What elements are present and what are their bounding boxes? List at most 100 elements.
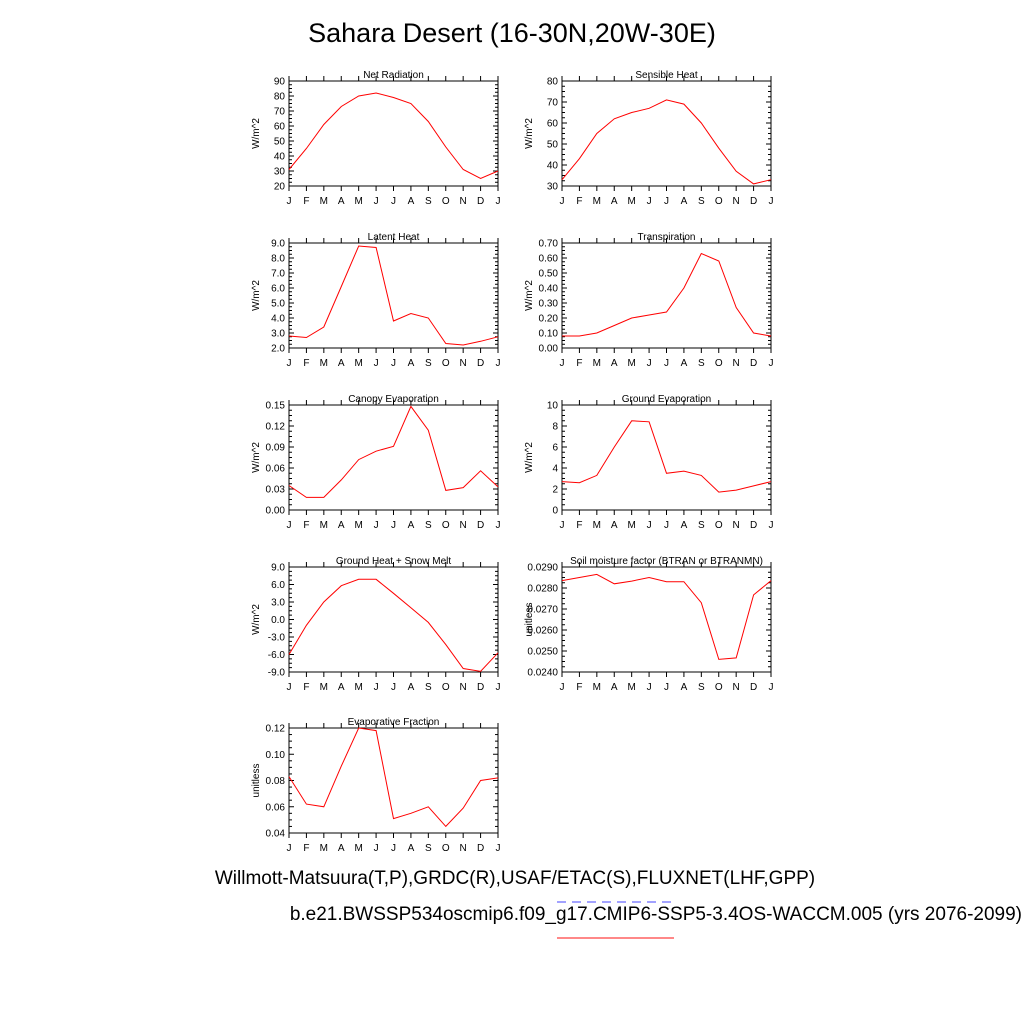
x-tick-label: J	[560, 196, 565, 207]
y-tick-label: 0.06	[266, 802, 286, 813]
x-tick-label: J	[664, 682, 669, 693]
series-line	[561, 99, 772, 185]
y-tick-label: -9.0	[268, 668, 286, 679]
x-tick-label: A	[338, 520, 345, 531]
x-tick-label: J	[496, 843, 501, 854]
panel-title: Soil moisture factor (BTRAN or BTRANMN)	[570, 556, 763, 567]
x-tick-label: M	[593, 358, 601, 369]
y-tick-label: 0.10	[266, 750, 286, 761]
y-axis-label: unitless	[251, 764, 262, 798]
y-axis-label: W/m^2	[251, 604, 262, 635]
x-tick-label: J	[374, 843, 379, 854]
y-tick-label: 8	[552, 422, 558, 433]
x-tick-label: O	[715, 358, 723, 369]
x-tick-label: J	[496, 196, 501, 207]
x-tick-label: D	[750, 682, 757, 693]
x-tick-label: F	[303, 358, 309, 369]
x-tick-label: O	[442, 358, 450, 369]
x-tick-label: M	[627, 520, 635, 531]
x-tick-label: A	[408, 520, 415, 531]
x-tick-label: J	[647, 520, 652, 531]
panel-frame	[288, 404, 499, 511]
panel-evaporative-fraction: Evaporative Fraction unitless 0.04 0.06 0.08…	[251, 717, 501, 854]
y-axis-label: W/m^2	[524, 442, 535, 473]
y-tick-label: 4	[552, 464, 558, 475]
y-tick-label: 0.30	[539, 299, 559, 310]
x-tick-label: M	[354, 358, 362, 369]
series-line	[561, 573, 772, 660]
x-tick-label: S	[425, 358, 432, 369]
x-tick-label: M	[627, 196, 635, 207]
x-tick-label: M	[320, 520, 328, 531]
x-tick-label: A	[338, 682, 345, 693]
x-tick-label: O	[442, 196, 450, 207]
y-tick-label: 0.40	[539, 284, 559, 295]
y-tick-label: 0.20	[539, 314, 559, 325]
y-tick-label: 7.0	[271, 269, 285, 280]
x-tick-label: J	[664, 196, 669, 207]
y-tick-label: 0.10	[539, 329, 559, 340]
panel-transpiration: Transpiration W/m^2 0.00 0.10 0.20 0.30 0.40 0.…	[524, 232, 774, 369]
y-tick-label: 0.09	[266, 443, 286, 454]
y-tick-label: 40	[274, 152, 286, 163]
y-tick-label: 0.0250	[527, 647, 558, 658]
x-tick-label: S	[425, 196, 432, 207]
y-tick-label: 6.0	[271, 580, 285, 591]
y-tick-label: 0	[552, 506, 558, 517]
panel-ground-heat-snow-melt: Ground Heat + Snow Melt W/m^2 -9.0 -6.0 -3.0…	[251, 556, 501, 693]
y-tick-label: 90	[274, 77, 286, 88]
x-tick-label: D	[477, 196, 484, 207]
footer-observations-line: Willmott-Matsuura(T,P),GRDC(R),USAF/ETAC…	[214, 868, 816, 889]
y-axis-label: W/m^2	[251, 280, 262, 311]
x-tick-label: A	[408, 682, 415, 693]
x-tick-label: J	[496, 358, 501, 369]
x-tick-label: M	[593, 196, 601, 207]
y-tick-label: 0.50	[539, 269, 559, 280]
panel-frame	[288, 80, 499, 187]
y-tick-label: 0.0	[271, 615, 285, 626]
y-tick-label: -3.0	[268, 633, 286, 644]
panel-soil-moisture-factor-btran-or-btranmn: Soil moisture factor (BTRAN or BTRANMN) u…	[524, 556, 774, 693]
y-tick-label: 0.03	[266, 485, 286, 496]
x-tick-label: J	[391, 520, 396, 531]
y-tick-label: 0.0290	[527, 563, 558, 574]
x-tick-label: M	[320, 682, 328, 693]
x-tick-label: A	[408, 196, 415, 207]
y-tick-label: 0.0280	[527, 584, 558, 595]
y-axis-label: W/m^2	[524, 280, 535, 311]
y-tick-label: 0.12	[266, 422, 286, 433]
series-line	[288, 727, 499, 828]
panel-title: Ground Evaporation	[622, 394, 712, 405]
x-tick-label: M	[627, 682, 635, 693]
x-tick-label: J	[374, 358, 379, 369]
y-tick-label: 9.0	[271, 563, 285, 574]
x-tick-label: J	[664, 358, 669, 369]
y-tick-label: 0.70	[539, 239, 559, 250]
x-tick-label: J	[391, 196, 396, 207]
y-tick-label: 20	[274, 182, 286, 193]
x-tick-label: J	[287, 520, 292, 531]
x-tick-label: J	[287, 358, 292, 369]
y-tick-label: 4.0	[271, 314, 285, 325]
x-tick-label: F	[576, 682, 582, 693]
x-tick-label: J	[769, 196, 774, 207]
y-tick-label: 5.0	[271, 299, 285, 310]
x-tick-label: J	[769, 358, 774, 369]
x-tick-label: J	[374, 196, 379, 207]
x-tick-label: A	[681, 682, 688, 693]
x-tick-label: M	[320, 843, 328, 854]
x-tick-label: O	[715, 196, 723, 207]
x-tick-label: A	[338, 358, 345, 369]
x-tick-label: J	[769, 682, 774, 693]
x-tick-label: J	[287, 843, 292, 854]
x-tick-label: M	[354, 843, 362, 854]
x-tick-label: A	[408, 358, 415, 369]
y-tick-label: 0.12	[266, 724, 286, 735]
y-tick-label: 0.00	[266, 506, 286, 517]
x-tick-label: S	[425, 682, 432, 693]
y-axis-label: unitless	[524, 603, 535, 637]
y-tick-label: 6.0	[271, 284, 285, 295]
y-tick-label: 8.0	[271, 254, 285, 265]
y-tick-label: 40	[547, 161, 559, 172]
